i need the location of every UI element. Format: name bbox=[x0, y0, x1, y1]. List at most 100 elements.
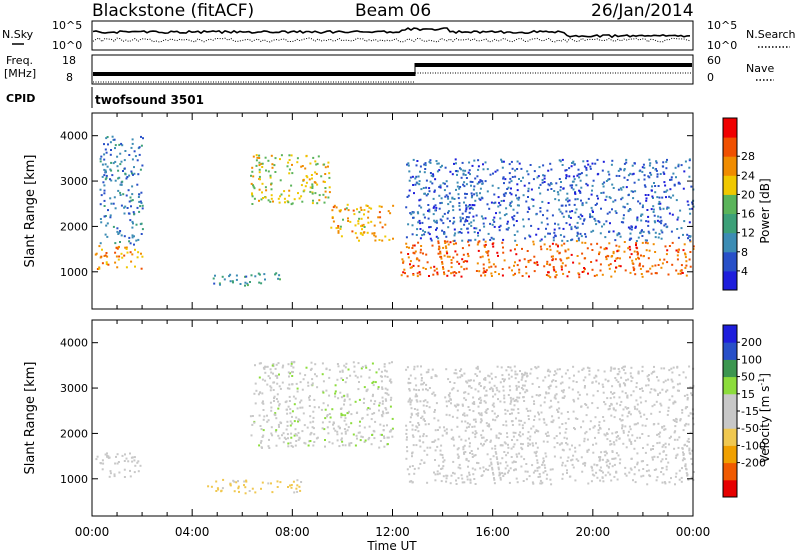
scatter-cell bbox=[343, 419, 346, 422]
scatter-cell bbox=[521, 424, 524, 427]
scatter-cell bbox=[102, 181, 105, 184]
scatter-cell bbox=[452, 387, 455, 390]
scatter-cell bbox=[483, 443, 485, 446]
scatter-cell bbox=[636, 408, 639, 411]
scatter-cell bbox=[620, 221, 623, 224]
scatter-cell bbox=[141, 207, 144, 210]
scatter-cell bbox=[363, 213, 365, 216]
scatter-cell bbox=[536, 461, 539, 464]
scatter-cell bbox=[122, 193, 125, 196]
scatter-cell bbox=[548, 406, 551, 409]
scatter-cell bbox=[466, 260, 469, 263]
scatter-cell bbox=[542, 379, 545, 382]
scatter-cell bbox=[515, 384, 518, 387]
scatter-cell bbox=[538, 186, 540, 189]
scatter-cell bbox=[417, 265, 420, 268]
scatter-cell bbox=[644, 194, 647, 196]
scatter-cell bbox=[412, 216, 414, 219]
scatter-cell bbox=[518, 259, 521, 262]
scatter-cell bbox=[427, 231, 430, 234]
scatter-cell bbox=[254, 364, 256, 367]
scatter-cell bbox=[474, 430, 477, 433]
scatter-cell bbox=[551, 242, 554, 245]
scatter-cell bbox=[337, 425, 340, 428]
scatter-cell bbox=[258, 164, 261, 167]
scatter-cell bbox=[287, 442, 290, 445]
scatter-cell bbox=[618, 232, 621, 235]
scatter-cell bbox=[491, 410, 494, 413]
scatter-cell bbox=[270, 426, 273, 429]
scatter-cell bbox=[503, 401, 506, 404]
scatter-cell bbox=[426, 401, 429, 404]
scatter-cell bbox=[656, 456, 659, 459]
scatter-cell bbox=[659, 208, 662, 211]
scatter-cell bbox=[609, 263, 612, 266]
scatter-cell bbox=[351, 230, 354, 233]
scatter-cell bbox=[687, 237, 689, 240]
scatter-cell bbox=[485, 394, 488, 397]
scatter-cell bbox=[529, 372, 532, 375]
scatter-cell bbox=[498, 471, 501, 474]
scatter-cell bbox=[436, 470, 439, 473]
scatter-cell bbox=[530, 427, 533, 430]
scatter-cell bbox=[471, 194, 474, 197]
scatter-cell bbox=[647, 194, 650, 196]
scatter-cell bbox=[591, 473, 594, 476]
scatter-cell bbox=[488, 207, 491, 210]
scatter-cell bbox=[566, 469, 568, 472]
scatter-cell bbox=[451, 196, 454, 199]
scatter-cell bbox=[497, 437, 500, 440]
scatter-cell bbox=[608, 407, 611, 410]
scatter-cell bbox=[349, 374, 352, 377]
scatter-cell bbox=[288, 375, 290, 378]
scatter-cell bbox=[561, 262, 564, 265]
scatter-cell bbox=[309, 395, 311, 398]
scatter-cell bbox=[631, 173, 634, 176]
scatter-cell bbox=[568, 175, 571, 178]
scatter-cell bbox=[339, 228, 342, 230]
scatter-cell bbox=[106, 165, 109, 168]
scatter-cell bbox=[478, 370, 481, 373]
scatter-cell bbox=[514, 239, 517, 242]
scatter-cell bbox=[553, 455, 556, 458]
scatter-cell bbox=[462, 169, 465, 172]
scatter-cell bbox=[520, 446, 523, 449]
scatter-cell bbox=[320, 175, 323, 178]
scatter-cell bbox=[418, 389, 420, 392]
scatter-cell bbox=[623, 383, 626, 386]
scatter-cell bbox=[558, 208, 561, 211]
scatter-cell bbox=[291, 422, 294, 425]
scatter-cell bbox=[625, 446, 628, 449]
scatter-cell bbox=[565, 257, 568, 260]
scatter-cell bbox=[499, 478, 502, 481]
scatter-cell bbox=[654, 221, 657, 224]
scatter-cell bbox=[608, 428, 610, 431]
scatter-cell bbox=[468, 423, 471, 426]
scatter-cell bbox=[458, 262, 461, 265]
scatter-cell bbox=[317, 155, 320, 158]
scatter-cell bbox=[584, 241, 587, 244]
scatter-cell bbox=[463, 451, 465, 454]
scatter-cell bbox=[301, 406, 304, 409]
scatter-cell bbox=[462, 253, 465, 256]
scatter-cell bbox=[410, 412, 413, 415]
scatter-cell bbox=[548, 387, 551, 390]
scatter-cell bbox=[134, 265, 136, 268]
scatter-cell bbox=[119, 183, 122, 186]
scatter-cell bbox=[684, 253, 687, 256]
scatter-cell bbox=[509, 389, 512, 392]
scatter-cell bbox=[462, 448, 465, 451]
scatter-cell bbox=[680, 164, 683, 167]
scatter-cell bbox=[445, 474, 448, 477]
scatter-cell bbox=[644, 185, 647, 188]
scatter-cell bbox=[610, 366, 613, 369]
scatter-cell bbox=[520, 180, 523, 182]
scatter-cell bbox=[348, 398, 351, 401]
scatter-cell bbox=[612, 250, 615, 253]
scatter-cell bbox=[449, 381, 452, 383]
scatter-cell bbox=[539, 394, 542, 397]
scatter-cell bbox=[558, 407, 561, 410]
scatter-cell bbox=[587, 163, 590, 166]
scatter-cell bbox=[605, 195, 608, 198]
scatter-cell bbox=[516, 211, 519, 214]
